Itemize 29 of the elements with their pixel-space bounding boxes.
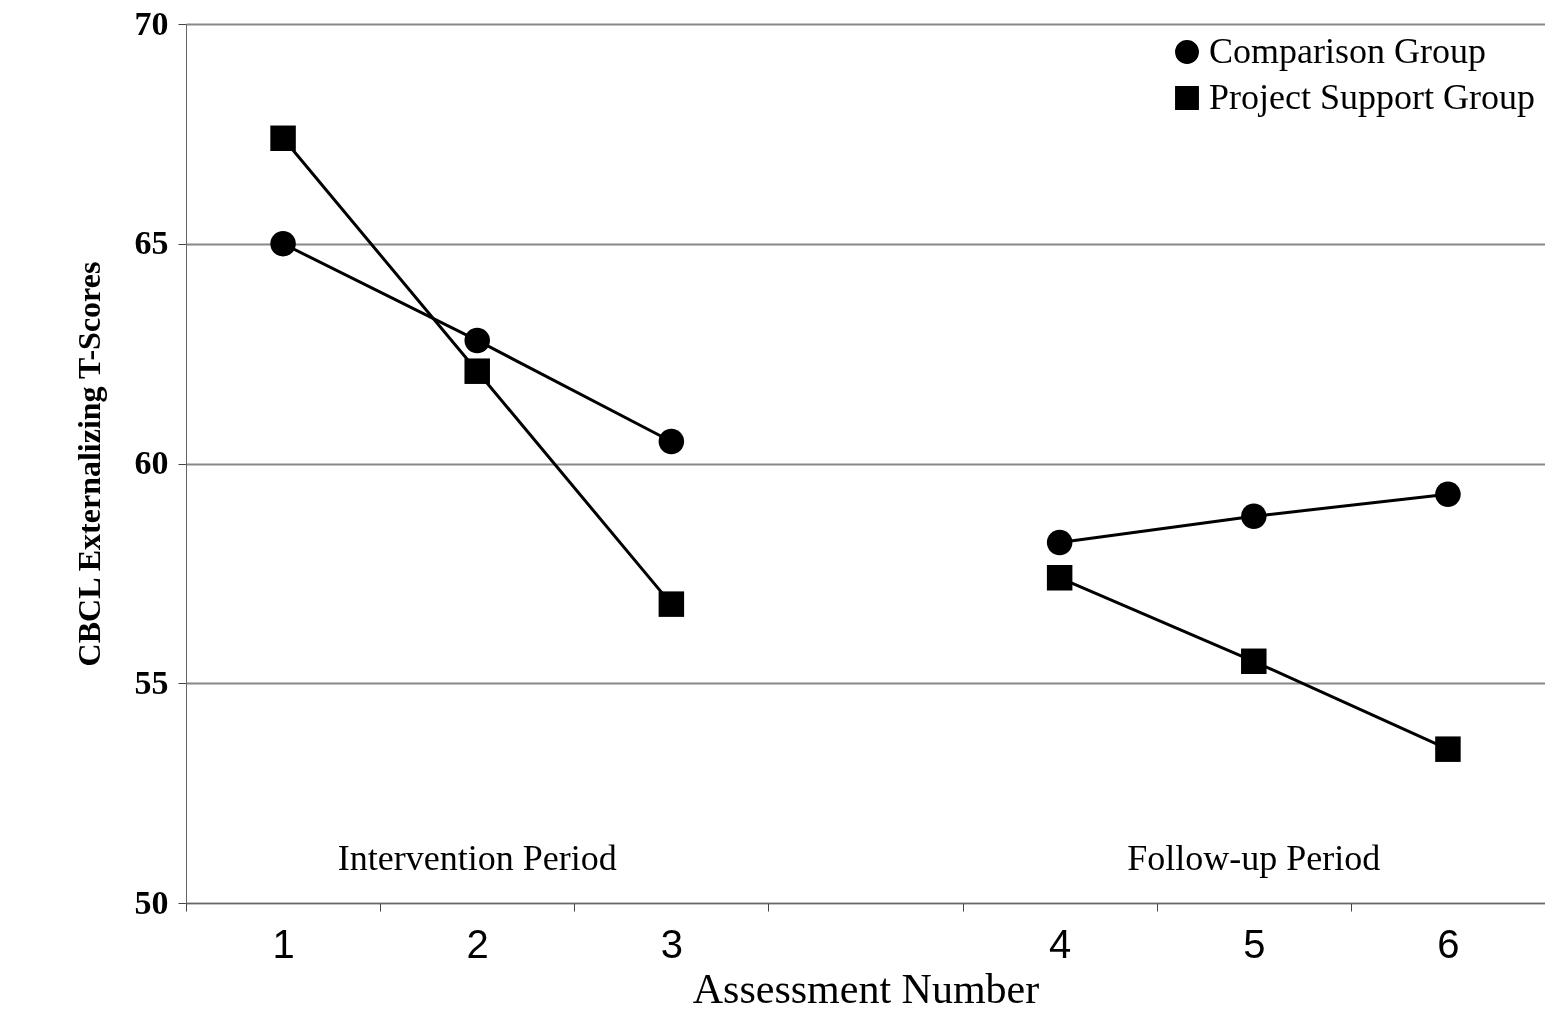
y-tick-label: 60	[134, 444, 169, 481]
x-tick-label: 2	[466, 921, 489, 966]
x-tick-label: 5	[1243, 921, 1266, 966]
y-tick-label: 65	[134, 224, 169, 262]
x-tick-label: 4	[1049, 921, 1072, 966]
point	[658, 428, 685, 455]
point	[270, 125, 296, 152]
y-tick-label: 55	[134, 663, 169, 701]
point	[464, 327, 490, 354]
point	[1046, 529, 1073, 556]
x-tick-label: 6	[1437, 921, 1460, 966]
y-tick-label: 70	[134, 4, 169, 42]
annotation: Intervention Period	[337, 838, 617, 878]
point	[464, 358, 490, 384]
legend-label: Project Support Group	[1209, 77, 1535, 117]
x-tick-label: 3	[660, 921, 683, 966]
point	[1241, 648, 1267, 675]
point	[1435, 736, 1461, 762]
y-axis-title: CBCL Externalizing T-Scores	[70, 261, 107, 667]
point	[1241, 503, 1267, 529]
x-axis-title: Assessment Number	[692, 965, 1040, 1012]
x-tick-label: 1	[272, 921, 295, 966]
point	[658, 591, 685, 617]
point	[270, 231, 296, 257]
point	[1435, 481, 1461, 507]
annotation: Follow-up Period	[1127, 838, 1381, 878]
y-tick-label: 50	[134, 883, 169, 921]
point	[1046, 565, 1073, 591]
legend-label: Comparison Group	[1209, 31, 1486, 71]
